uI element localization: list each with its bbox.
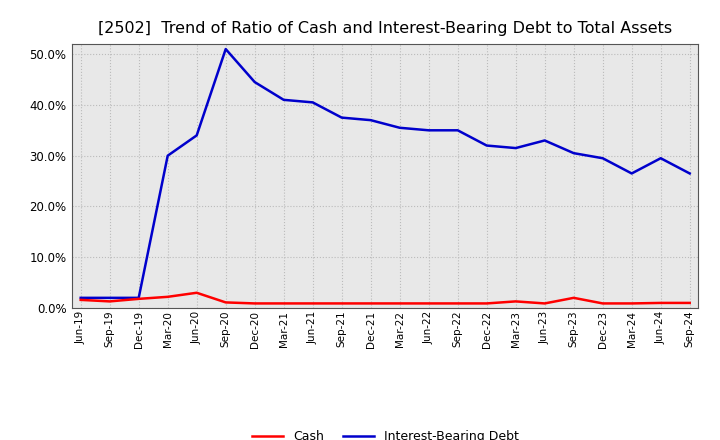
Interest-Bearing Debt xyxy=(541,138,549,143)
Cash xyxy=(424,301,433,306)
Interest-Bearing Debt xyxy=(454,128,462,133)
Cash xyxy=(192,290,201,295)
Interest-Bearing Debt xyxy=(76,295,85,301)
Interest-Bearing Debt xyxy=(163,153,172,158)
Cash xyxy=(105,299,114,304)
Cash xyxy=(657,300,665,305)
Cash xyxy=(308,301,317,306)
Cash xyxy=(395,301,404,306)
Interest-Bearing Debt xyxy=(482,143,491,148)
Interest-Bearing Debt xyxy=(105,295,114,301)
Cash xyxy=(76,297,85,303)
Interest-Bearing Debt xyxy=(192,133,201,138)
Cash xyxy=(598,301,607,306)
Interest-Bearing Debt xyxy=(657,156,665,161)
Cash xyxy=(685,300,694,305)
Cash xyxy=(366,301,375,306)
Cash xyxy=(570,295,578,301)
Cash xyxy=(338,301,346,306)
Interest-Bearing Debt xyxy=(685,171,694,176)
Cash xyxy=(511,299,520,304)
Line: Interest-Bearing Debt: Interest-Bearing Debt xyxy=(81,49,690,298)
Cash xyxy=(279,301,288,306)
Interest-Bearing Debt xyxy=(221,47,230,52)
Legend: Cash, Interest-Bearing Debt: Cash, Interest-Bearing Debt xyxy=(247,425,523,440)
Cash xyxy=(454,301,462,306)
Interest-Bearing Debt xyxy=(598,156,607,161)
Cash xyxy=(251,301,259,306)
Cash xyxy=(541,301,549,306)
Cash xyxy=(221,300,230,305)
Interest-Bearing Debt xyxy=(627,171,636,176)
Interest-Bearing Debt xyxy=(338,115,346,120)
Interest-Bearing Debt xyxy=(395,125,404,130)
Cash xyxy=(482,301,491,306)
Interest-Bearing Debt xyxy=(135,295,143,301)
Interest-Bearing Debt xyxy=(279,97,288,103)
Interest-Bearing Debt xyxy=(424,128,433,133)
Interest-Bearing Debt xyxy=(308,100,317,105)
Cash xyxy=(163,294,172,300)
Interest-Bearing Debt xyxy=(366,117,375,123)
Title: [2502]  Trend of Ratio of Cash and Interest-Bearing Debt to Total Assets: [2502] Trend of Ratio of Cash and Intere… xyxy=(98,21,672,36)
Interest-Bearing Debt xyxy=(511,146,520,151)
Interest-Bearing Debt xyxy=(251,80,259,85)
Cash xyxy=(627,301,636,306)
Line: Cash: Cash xyxy=(81,293,690,304)
Cash xyxy=(135,296,143,301)
Interest-Bearing Debt xyxy=(570,150,578,156)
